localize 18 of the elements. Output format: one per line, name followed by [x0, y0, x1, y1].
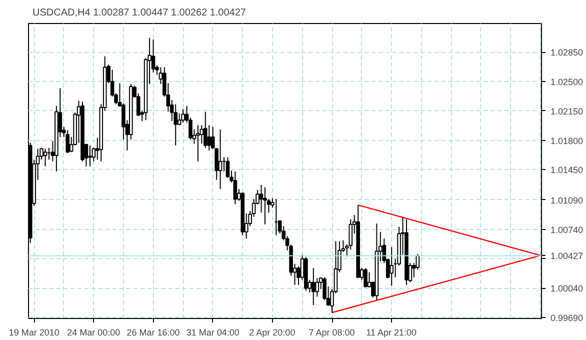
y-tick-label: 1.01450: [550, 165, 584, 176]
x-tick-label: 31 Mar 04:00: [186, 328, 240, 338]
x-tick-label: 11 Apr 21:00: [366, 328, 417, 338]
y-tick-label: 1.02150: [550, 106, 584, 116]
y-tick-label: 1.02850: [550, 48, 584, 58]
x-tick-label: 2 Apr 20:00: [249, 328, 296, 338]
y-tick-label: 1.02500: [550, 76, 584, 87]
y-tick-label: 1.00040: [550, 284, 584, 294]
y-tick-label: 1.01090: [550, 195, 584, 206]
y-tick-label: 1.01800: [550, 136, 584, 146]
x-tick-label: 7 Apr 08:00: [308, 328, 355, 338]
x-tick-label: 26 Mar 16:00: [126, 328, 180, 338]
chart-title: USDCAD,H4 1.00287 1.00447 1.00262 1.00427: [32, 8, 246, 18]
y-tick-label: 1.00740: [550, 224, 584, 235]
x-tick-label: 19 Mar 2010: [8, 328, 60, 338]
x-tick-label: 24 Mar 00:00: [67, 328, 120, 338]
y-tick-label: 0.99690: [550, 313, 584, 324]
ref-line-label: 1.00427: [550, 251, 584, 262]
